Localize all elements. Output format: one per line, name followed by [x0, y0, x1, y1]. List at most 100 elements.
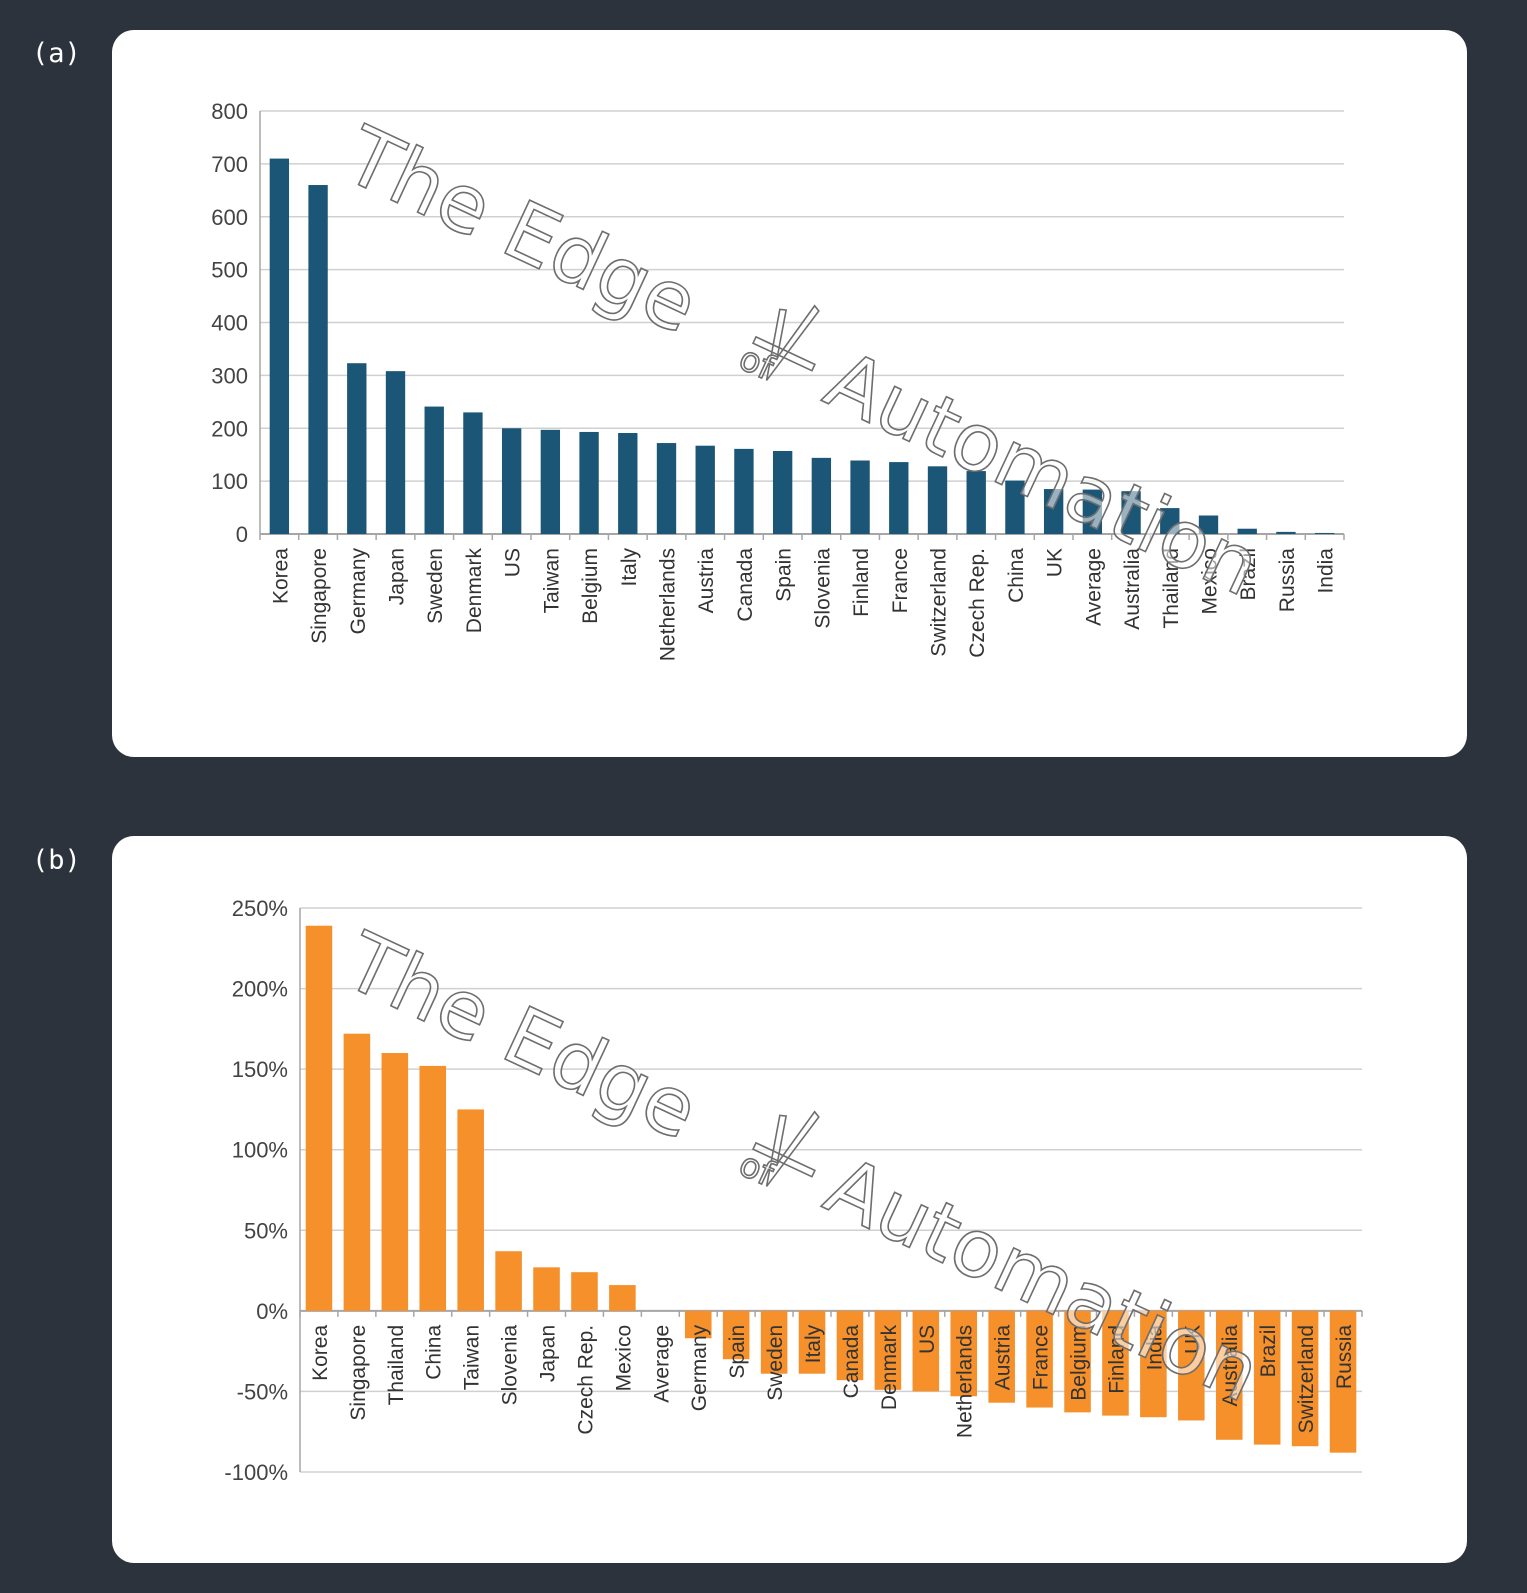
panel-b-label: (b) [32, 845, 81, 876]
x-tick-label: China [1005, 548, 1028, 603]
x-tick-label: Australia [1121, 548, 1144, 630]
bar-us [912, 1310, 940, 1392]
y-tick-label: 50% [244, 1218, 288, 1243]
x-tick-label: India [1315, 548, 1338, 594]
y-tick-label: 0 [236, 522, 248, 547]
bar-czech-rep [571, 1272, 598, 1311]
chart-a-card: 0 100 200 300 400 500 600 700 800 Korea Singapore G… [112, 30, 1467, 757]
x-tick-label: Average [1082, 548, 1105, 626]
bar-spain [772, 450, 793, 534]
x-tick-label: Slovenia [811, 548, 834, 629]
y-tick-label: 500 [211, 258, 248, 283]
bar-finland [1102, 1310, 1129, 1416]
x-tick-label: Korea [269, 548, 292, 604]
watermark-logo-icon [751, 1110, 820, 1187]
bar-korea [305, 925, 333, 1311]
bar-france [889, 462, 909, 534]
bar-taiwan [457, 1109, 484, 1311]
x-tick-label: Czech Rep. [966, 548, 989, 658]
x-tick-label: Average [650, 1325, 673, 1403]
bar-austria [988, 1310, 1015, 1403]
watermark-text: The Edge [331, 109, 712, 352]
x-tick-label: Austria [695, 548, 718, 614]
bar-india [1140, 1310, 1167, 1418]
x-tick-label: Singapore [308, 548, 331, 644]
x-tick-label: Brazil [1257, 1325, 1280, 1378]
bar-netherlands [950, 1310, 978, 1397]
bar-singapore [343, 1033, 371, 1311]
bar-belgium [579, 431, 599, 534]
x-tick-label: Netherlands [954, 1325, 977, 1438]
bar-russia [1329, 1310, 1357, 1453]
x-tick-label: US [916, 1325, 939, 1354]
x-tick-label: France [889, 548, 912, 613]
x-tick-label: Mexico [1199, 548, 1222, 615]
bar-netherlands [656, 443, 677, 534]
bar-france [1026, 1310, 1053, 1408]
x-tick-label: Sweden [424, 548, 447, 624]
y-tick-label: 250% [232, 896, 288, 921]
x-tick-label: Austria [992, 1325, 1015, 1391]
x-tick-label: Spain [726, 1325, 749, 1379]
y-tick-label: 600 [211, 205, 248, 230]
bar-australia [1121, 491, 1141, 534]
x-tick-label: France [1030, 1325, 1053, 1390]
x-tick-label: Germany [688, 1324, 711, 1411]
bar-spain [722, 1310, 750, 1360]
x-tick-label: Australia [1219, 1325, 1242, 1407]
bar-finland [850, 460, 870, 534]
bar-sweden [760, 1310, 788, 1374]
x-tick-label: Singapore [347, 1325, 370, 1421]
y-tick-label: -100% [224, 1460, 288, 1485]
x-tick-label: Slovenia [499, 1325, 522, 1406]
y-tick-label: 0% [256, 1299, 288, 1324]
watermark-logo-icon [751, 304, 820, 381]
x-tick-label: Spain [773, 548, 796, 602]
y-tick-label: 100 [211, 469, 248, 494]
x-tick-label: Belgium [1068, 1325, 1091, 1401]
bar-germany [347, 363, 367, 534]
bar-average [1082, 489, 1103, 534]
bar-taiwan [540, 429, 561, 534]
bar-denmark [874, 1310, 902, 1390]
x-tick-label: Russia [1333, 1325, 1356, 1390]
x-tick-label: China [423, 1325, 446, 1380]
panel-a-label: (a) [32, 38, 81, 69]
x-tick-label: Taiwan [540, 548, 563, 613]
bar-brazil [1253, 1310, 1281, 1445]
bar-italy [618, 433, 638, 534]
y-tick-label: 400 [211, 311, 248, 336]
chart-b-card: -100% -50% 0% 50% 100% 150% 200% 250% Korea Singa… [112, 836, 1467, 1563]
bar-korea [269, 158, 290, 534]
bar-thailand [381, 1053, 409, 1311]
y-tick-label: -50% [237, 1379, 288, 1404]
x-tick-label: Canada [840, 1325, 863, 1399]
bar-thailand [1160, 508, 1180, 534]
x-tick-label: Brazil [1237, 548, 1260, 601]
bar-italy [798, 1310, 826, 1374]
bar-sweden [424, 406, 444, 534]
bar-singapore [308, 185, 328, 534]
bar-japan [385, 371, 406, 534]
bar-mexico [1198, 515, 1219, 534]
y-tick-label: 200% [232, 977, 288, 1002]
y-tick-label: 300 [211, 363, 248, 388]
bar-slovenia [811, 457, 832, 534]
x-tick-label: Switzerland [928, 548, 951, 657]
x-tick-label: Sweden [764, 1325, 787, 1401]
x-tick-label: Germany [347, 548, 370, 635]
x-tick-label: Denmark [463, 548, 486, 634]
x-tick-label: Japan [537, 1325, 560, 1382]
bar-us [501, 428, 522, 534]
bar-australia [1215, 1310, 1243, 1440]
bar-uk [1178, 1310, 1205, 1421]
y-tick-label: 150% [232, 1057, 288, 1082]
bar-mexico [609, 1285, 636, 1311]
bar-canada [734, 448, 754, 534]
x-tick-label: Finland [850, 548, 873, 617]
bar-canada [836, 1310, 864, 1381]
chart-b: -100% -50% 0% 50% 100% 150% 200% 250% Korea Singa… [224, 896, 1363, 1485]
y-tick-label: 800 [211, 99, 248, 124]
x-tick-label: Italy [618, 548, 641, 587]
